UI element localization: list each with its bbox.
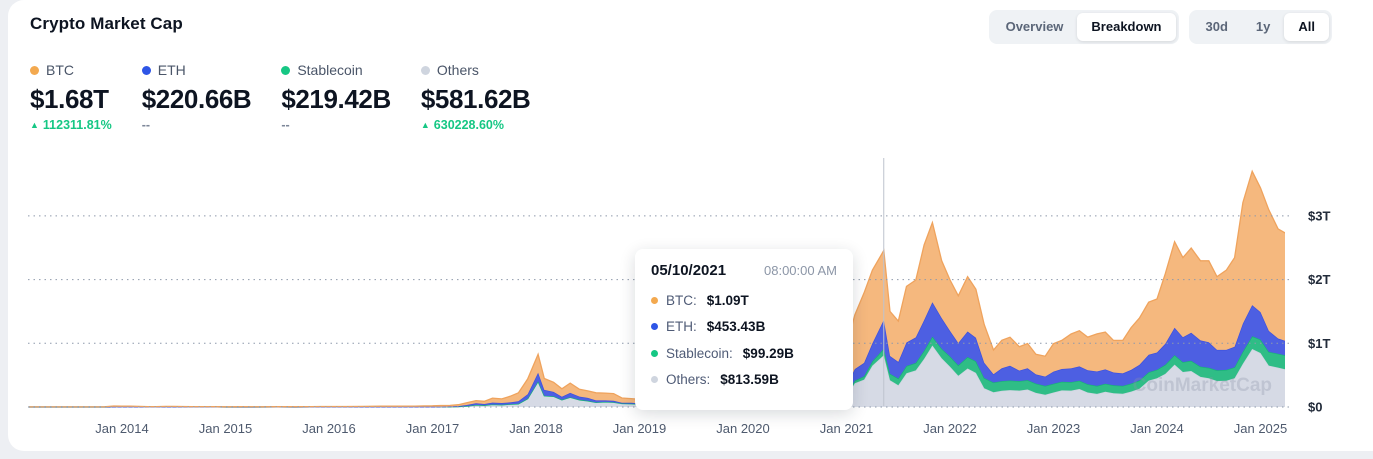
others-legend-dot [420,65,430,75]
stat-value: $581.62B [420,84,531,114]
svg-text:Jan 2018: Jan 2018 [509,421,563,436]
stat-value: $219.42B [281,84,391,114]
eth-dot-icon [651,323,658,331]
stats-row: BTC $1.68T ▲112311.81% ETH $220.66B ▲-- … [30,62,531,132]
stat-change: ▲ 112311.81% [30,118,112,132]
eth-legend-dot [141,65,151,75]
tooltip-row-btc: BTC: $1.09T [651,287,837,314]
stat-label: Stablecoin [297,62,363,78]
stat-label: ETH [157,62,186,78]
stat-btc: BTC $1.68T ▲ 112311.81% [30,62,112,132]
page-title: Crypto Market Cap [30,14,183,33]
stat-label: BTC [46,62,74,78]
range-all-button[interactable]: All [1284,13,1329,41]
svg-text:Jan 2016: Jan 2016 [302,421,356,436]
tooltip-row-eth: ETH: $453.43B [651,314,837,341]
tab-breakdown[interactable]: Breakdown [1077,13,1176,41]
chart-controls: Overview Breakdown 30d 1y All [988,10,1332,44]
svg-text:Jan 2015: Jan 2015 [199,421,253,436]
up-arrow-icon: ▲ [30,120,39,130]
svg-text:Jan 2019: Jan 2019 [613,421,667,436]
svg-text:CoinMarketCap: CoinMarketCap [1133,375,1272,396]
stat-value: $220.66B [141,84,252,114]
svg-text:$3T: $3T [1308,208,1330,223]
stat-change: ▲-- [281,118,290,132]
stat-stablecoin: Stablecoin $219.42B ▲-- [281,62,391,132]
svg-text:Jan 2024: Jan 2024 [1130,421,1184,436]
range-30d-button[interactable]: 30d [1192,13,1242,41]
stat-eth: ETH $220.66B ▲-- [141,62,252,132]
others-dot-icon [651,376,658,384]
up-arrow-icon: ▲ [420,120,430,130]
btc-dot-icon [651,296,658,304]
tooltip-row-stablecoin: Stablecoin: $99.29B [651,340,837,367]
stat-value: $1.68T [30,84,109,114]
svg-text:Jan 2014: Jan 2014 [95,421,149,436]
svg-text:Jan 2017: Jan 2017 [406,421,460,436]
tooltip-date: 05/10/2021 [651,262,727,279]
svg-text:Jan 2023: Jan 2023 [1027,421,1081,436]
svg-text:Jan 2025: Jan 2025 [1234,421,1288,436]
svg-text:$0: $0 [1308,400,1322,415]
tooltip-row-others: Others: $813.59B [651,367,837,394]
stablecoin-dot-icon [651,349,658,357]
range-1y-button[interactable]: 1y [1242,13,1284,41]
tooltip-time: 08:00:00 AM [764,263,837,278]
stat-change: ▲ 630228.60% [420,118,504,132]
svg-text:Jan 2022: Jan 2022 [923,421,977,436]
svg-text:Jan 2021: Jan 2021 [820,421,874,436]
svg-text:$1T: $1T [1308,336,1330,351]
svg-text:$2T: $2T [1308,272,1330,287]
svg-text:Jan 2020: Jan 2020 [716,421,770,436]
tab-overview[interactable]: Overview [992,13,1078,41]
range-toggle: 30d 1y All [1188,10,1332,44]
chart-tooltip: 05/10/2021 08:00:00 AM BTC: $1.09T ETH: $4… [635,249,853,410]
stat-change: ▲-- [141,118,151,132]
stablecoin-legend-dot [281,65,291,75]
stat-label: Others [436,62,479,78]
stat-others: Others $581.62B ▲ 630228.60% [420,62,531,132]
view-toggle: Overview Breakdown [988,10,1179,44]
btc-legend-dot [30,65,39,75]
